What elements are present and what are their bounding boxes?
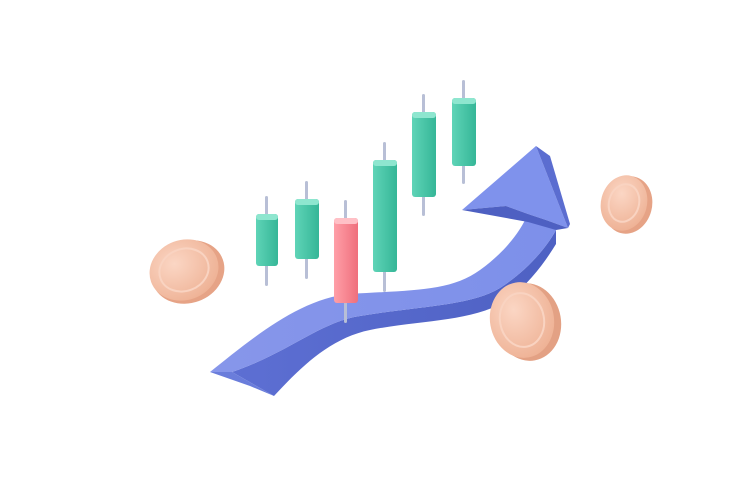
arrow-head-side xyxy=(536,146,570,228)
candle-2-bullish xyxy=(295,181,319,279)
coin-right-bottom xyxy=(489,282,562,361)
coin-left xyxy=(149,239,225,304)
arrow-head-top xyxy=(462,146,568,228)
candle-3-bearish xyxy=(334,200,358,323)
candle-6-bullish xyxy=(452,80,476,184)
candlestick-chart xyxy=(256,80,476,323)
rising-arrow xyxy=(210,146,570,396)
arrow-head-under xyxy=(462,206,568,230)
arrow-side-face xyxy=(232,230,556,396)
candle-4-bullish xyxy=(373,142,397,292)
coin-right-top xyxy=(600,175,653,234)
candle-1-bullish xyxy=(256,196,278,286)
arrow-top-face xyxy=(210,214,556,372)
candle-5-bullish xyxy=(412,94,436,216)
